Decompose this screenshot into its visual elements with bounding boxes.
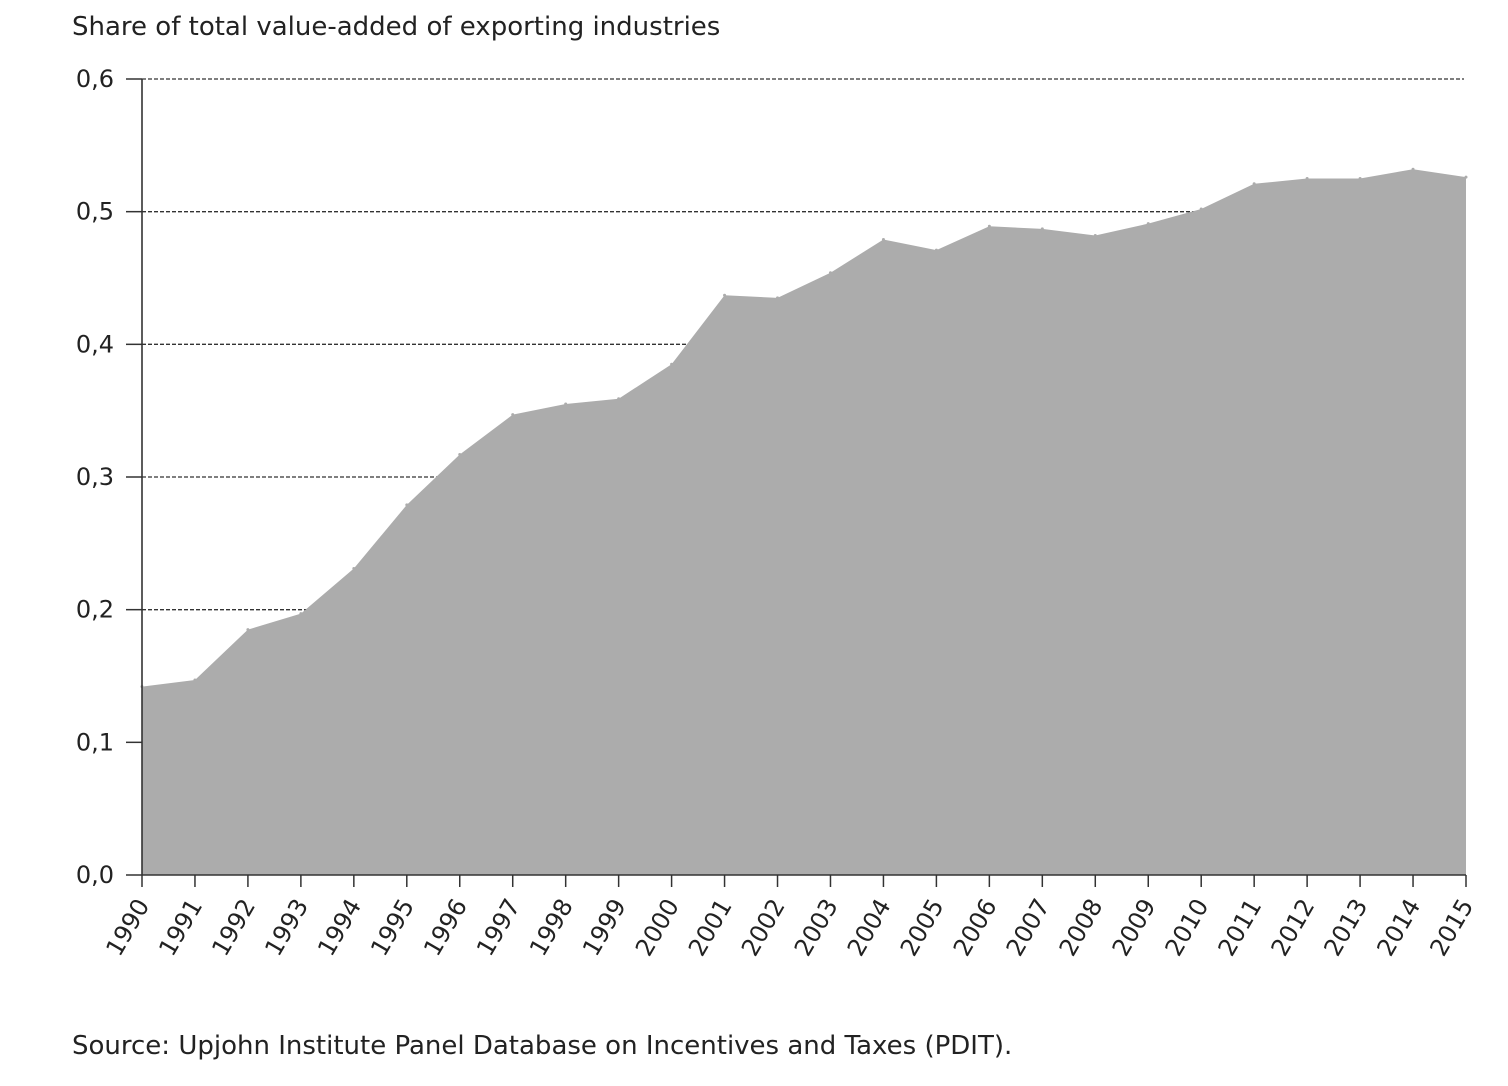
data-point bbox=[299, 612, 303, 616]
x-tick-label: 2003 bbox=[789, 894, 844, 961]
x-tick-label: 1995 bbox=[365, 894, 420, 961]
x-tick-label: 2007 bbox=[1001, 894, 1056, 961]
data-point bbox=[1358, 177, 1362, 180]
y-tick-label: 0,6 bbox=[76, 65, 114, 93]
data-point bbox=[1040, 227, 1044, 231]
data-point bbox=[987, 224, 991, 228]
x-tick-label: 2010 bbox=[1160, 894, 1215, 961]
data-point bbox=[246, 628, 250, 632]
area-series bbox=[142, 169, 1466, 875]
x-tick-labels: 1990199119921993199419951996199719981999… bbox=[100, 894, 1479, 961]
x-tick-label: 2008 bbox=[1054, 894, 1109, 961]
x-tick-label: 2001 bbox=[683, 894, 738, 961]
data-point bbox=[1464, 175, 1468, 179]
x-tick-label: 1992 bbox=[206, 894, 261, 961]
data-point bbox=[193, 678, 197, 682]
data-point bbox=[1305, 177, 1309, 180]
y-tick-label: 0,1 bbox=[76, 728, 114, 756]
data-point bbox=[1252, 182, 1256, 186]
x-tick-label: 1999 bbox=[577, 894, 632, 961]
area-layer bbox=[140, 167, 1468, 875]
axes bbox=[126, 78, 1467, 887]
data-point bbox=[458, 452, 462, 456]
x-tick-label: 2015 bbox=[1424, 894, 1479, 961]
x-tick-label: 1996 bbox=[418, 894, 473, 961]
y-tick-label: 0,0 bbox=[76, 861, 114, 889]
x-tick-label: 2013 bbox=[1318, 894, 1373, 961]
x-tick-label: 2000 bbox=[630, 894, 685, 961]
source-note: Source: Upjohn Institute Panel Database … bbox=[72, 1031, 1012, 1061]
x-tick-label: 1993 bbox=[259, 894, 314, 961]
x-tick-label: 2002 bbox=[736, 894, 791, 961]
y-tick-label: 0,2 bbox=[76, 596, 114, 624]
x-tick-label: 1991 bbox=[153, 894, 208, 961]
data-point bbox=[776, 296, 780, 300]
x-tick-label: 2005 bbox=[895, 894, 950, 961]
y-tick-labels: 0,0 0,1 0,2 0,3 0,4 0,5 0,6 bbox=[76, 65, 114, 889]
data-point bbox=[1093, 234, 1097, 238]
data-point bbox=[1199, 207, 1203, 211]
data-point bbox=[670, 362, 674, 366]
data-point bbox=[617, 397, 621, 401]
y-tick-label: 0,3 bbox=[76, 463, 114, 491]
data-point bbox=[1146, 222, 1150, 226]
x-tick-label: 2011 bbox=[1213, 894, 1268, 961]
x-tick-label: 2006 bbox=[948, 894, 1003, 961]
x-tick-label: 1998 bbox=[524, 894, 579, 961]
data-point bbox=[405, 503, 409, 507]
data-point bbox=[881, 238, 885, 242]
data-point bbox=[1411, 167, 1415, 171]
x-tick-label: 2012 bbox=[1266, 894, 1321, 961]
x-tick-label: 2009 bbox=[1107, 894, 1162, 961]
data-point bbox=[828, 271, 832, 275]
x-tick-label: 1990 bbox=[100, 894, 155, 961]
x-tick-label: 1994 bbox=[312, 894, 367, 961]
data-point bbox=[564, 402, 568, 406]
data-point bbox=[511, 413, 515, 417]
y-tick-label: 0,5 bbox=[76, 198, 114, 226]
y-tick-label: 0,4 bbox=[76, 330, 114, 358]
x-tick-label: 1997 bbox=[471, 894, 526, 961]
data-point bbox=[352, 567, 356, 571]
data-point bbox=[934, 248, 938, 252]
x-tick-label: 2004 bbox=[842, 894, 897, 961]
data-point bbox=[723, 293, 727, 297]
x-tick-label: 2014 bbox=[1371, 894, 1426, 961]
chart-title: Share of total value-added of exporting … bbox=[72, 12, 720, 42]
